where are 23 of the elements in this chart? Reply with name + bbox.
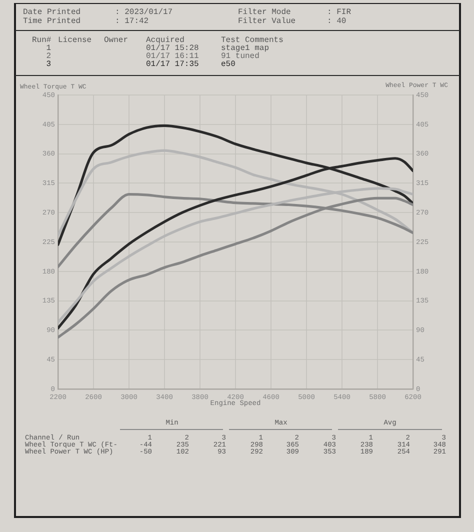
text: Filter Mode [238, 8, 291, 17]
text: Test Comments [221, 36, 284, 45]
text: 3 [46, 60, 51, 70]
text: stage1 map [221, 44, 270, 54]
text: Acquired [146, 36, 184, 45]
line-series [58, 196, 413, 339]
text: : FIR [327, 8, 352, 17]
text: : 2023/01/17 [115, 8, 173, 17]
text: 01/17 15:28 [146, 44, 199, 54]
text: e50 [221, 60, 236, 70]
text: 1 [46, 44, 51, 54]
text: Run# [32, 36, 52, 45]
text: : 17:42 [115, 16, 149, 26]
text: 91 tuned [221, 52, 260, 62]
text: Time Printed [23, 16, 81, 26]
text: 01/17 17:35 [146, 60, 199, 70]
text: 01/17 16:11 [146, 52, 199, 62]
text: 2 [46, 52, 51, 62]
text: Filter Value [238, 16, 296, 26]
text: Date Printed [23, 8, 81, 17]
text: Owner [104, 36, 128, 45]
text: License [58, 36, 92, 45]
text: : 40 [327, 16, 346, 26]
